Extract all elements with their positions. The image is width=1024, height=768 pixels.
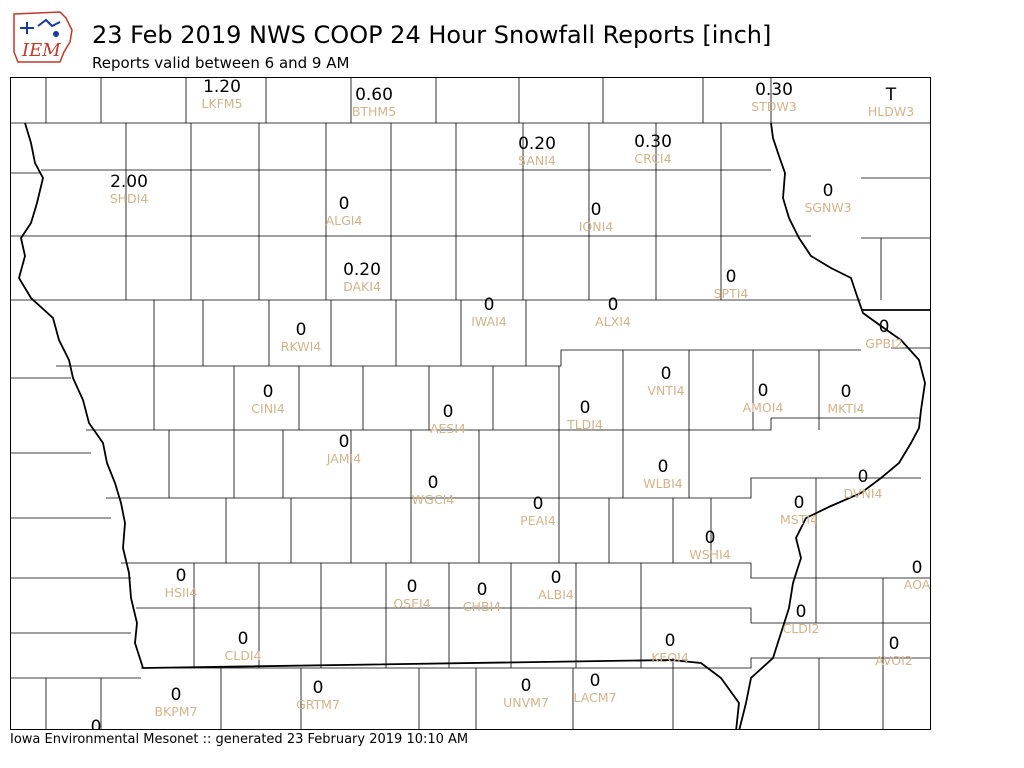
station-msti4: 0 MSTI4 <box>780 493 818 527</box>
station-cini4: 0 CINI4 <box>251 382 285 416</box>
station-keoi4: 0 KEOI4 <box>651 631 689 665</box>
station-jami4: 0 JAMI4 <box>326 432 362 466</box>
station-avoi2: 0 AVOI2 <box>875 634 913 668</box>
map-title: 23 Feb 2019 NWS COOP 24 Hour Snowfall Re… <box>92 21 772 49</box>
station-iwai4: 0 IWAI4 <box>471 295 507 329</box>
station-albi4: 0 ALBI4 <box>538 568 574 602</box>
station-sani4: 0.20 SANI4 <box>518 134 556 168</box>
station-aoa: 0 AOA <box>903 558 931 592</box>
station-daki4: 0.20 DAKI4 <box>343 260 381 294</box>
station-vnti4: 0 VNTI4 <box>647 364 685 398</box>
map-panel: 1.20 LKFM5 0.60 BTHM5 0.30 STDW3 T HLDW3 0.2… <box>10 77 931 730</box>
station-spti4: 0 SPTI4 <box>713 267 749 301</box>
svg-text:IEM: IEM <box>21 40 61 61</box>
station-grtm7: 0 GRTM7 <box>296 678 340 712</box>
station-ioni4: 0 IONI4 <box>578 200 614 234</box>
station-crci4: 0.30 CRCI4 <box>634 132 672 166</box>
station-rkwi4: 0 RKWI4 <box>280 320 322 354</box>
station-unvm7: 0 UNVM7 <box>503 676 549 710</box>
map-subtitle: Reports valid between 6 and 9 AM <box>92 54 350 72</box>
station-shdi4: 2.00 SHDI4 <box>109 172 149 206</box>
iem-logo: IEM <box>10 8 76 64</box>
station-stdw3: 0.30 STDW3 <box>751 80 797 114</box>
station-dvni4: 0 DVNI4 <box>843 467 883 501</box>
station-alxi4: 0 ALXI4 <box>595 295 631 329</box>
station-mkti4: 0 MKTI4 <box>827 382 865 416</box>
station-amoi4: 0 AMOI4 <box>742 381 784 415</box>
station-wlbi4: 0 WLBI4 <box>643 457 683 491</box>
station-lacm7: 0 LACM7 <box>573 671 617 705</box>
station-bkpm7: 0 BKPM7 <box>154 685 198 719</box>
station-bthm5: 0.60 BTHM5 <box>351 85 397 119</box>
station-wshi4: 0 WSHI4 <box>689 528 731 562</box>
station-partial: 0 <box>90 717 102 730</box>
station-hldw3: T HLDW3 <box>867 85 915 119</box>
station-cldi2: 0 CLDI2 <box>782 602 820 636</box>
station-tldi4: 0 TLDI4 <box>567 398 603 432</box>
county-boundaries <box>11 78 930 729</box>
station-peai4: 0 PEAI4 <box>520 494 556 528</box>
station-hsii4: 0 HSII4 <box>164 566 198 600</box>
station-chbi4: 0 CHBI4 <box>462 580 502 614</box>
station-algi4: 0 ALGI4 <box>325 194 363 228</box>
station-cldi4: 0 CLDI4 <box>224 629 262 663</box>
station-lkfm5: 1.20 LKFM5 <box>201 77 243 111</box>
station-osei4: 0 OSEI4 <box>393 577 431 611</box>
station-wgci4: 0 WGCI4 <box>411 473 455 507</box>
footer-credit: Iowa Environmental Mesonet :: generated … <box>10 732 469 747</box>
station-sgnw3: 0 SGNW3 <box>804 181 852 215</box>
station-aesi4: 0 AESI4 <box>429 402 467 436</box>
station-gpbi2: 0 GPBI2 <box>865 317 903 351</box>
